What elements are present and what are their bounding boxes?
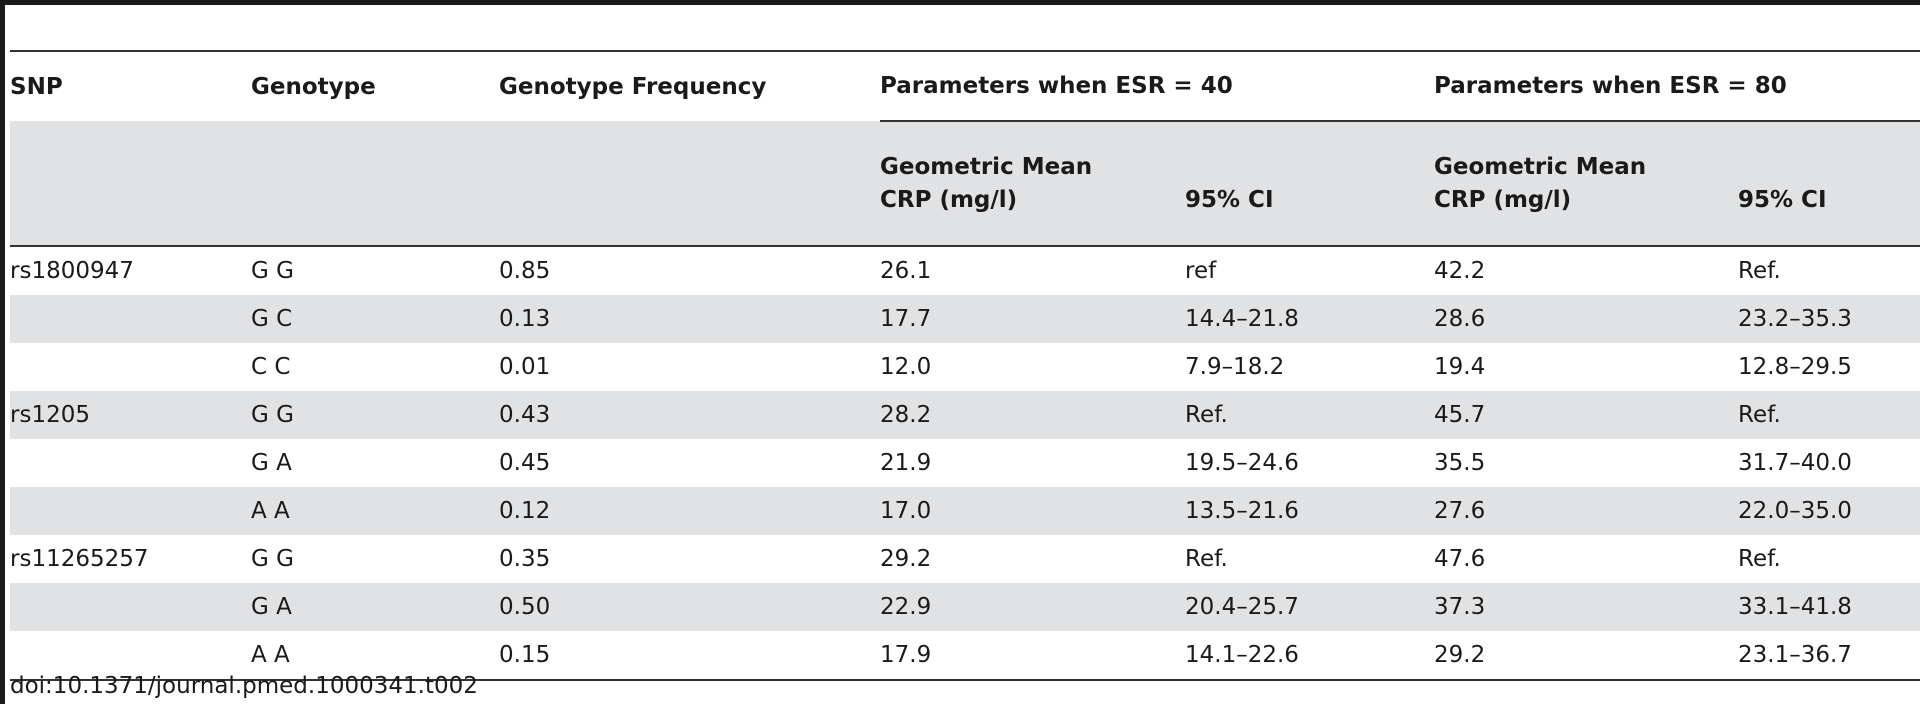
cell-snp: rs11265257 xyxy=(10,546,149,572)
left-border-rule xyxy=(0,0,5,704)
cell-frequency: 0.50 xyxy=(499,583,880,631)
cell-gm-esr80: 27.6 xyxy=(1434,487,1738,535)
cell-genotype: G A xyxy=(251,450,292,476)
cell-gm-esr40: 22.9 xyxy=(880,583,1185,631)
cell-ci-esr40: 20.4–25.7 xyxy=(1185,583,1434,631)
header-ci-esr40: 95% CI xyxy=(1185,121,1434,247)
cell-gm-esr40: 26.1 xyxy=(880,258,932,284)
header-blank-2 xyxy=(251,121,499,247)
cell-genotype: G G xyxy=(251,546,294,572)
cell-ci-esr80: Ref. xyxy=(1738,391,1920,439)
cell-gm-esr80: 47.6 xyxy=(1434,546,1486,572)
cell-ci-esr80: 22.0–35.0 xyxy=(1738,487,1920,535)
header-row-main: SNP Genotype Genotype Frequency Paramete… xyxy=(10,50,1920,122)
cell-genotype: G C xyxy=(251,295,499,343)
cell-ci-esr40: 19.5–24.6 xyxy=(1185,450,1299,476)
cell-genotype: G G xyxy=(251,258,294,284)
cell-frequency: 0.01 xyxy=(499,354,551,380)
header-group-esr80: Parameters when ESR = 80 xyxy=(1434,50,1920,122)
header-genotype: Genotype xyxy=(251,50,499,121)
cell-gm-esr40: 17.0 xyxy=(880,487,1185,535)
cell-gm-esr80: 19.4 xyxy=(1434,354,1486,380)
table-row: C C 0.01 12.0 7.9–18.2 19.4 12.8–29.5 xyxy=(10,343,1920,391)
cell-gm-esr40: 28.2 xyxy=(880,391,1185,439)
table-row: G C 0.13 17.7 14.4–21.8 28.6 23.2–35.3 xyxy=(10,295,1920,343)
cell-snp xyxy=(10,343,251,391)
table-row: rs1800947 G G 0.85 26.1 ref 42.2 Ref. xyxy=(10,246,1920,295)
cell-snp xyxy=(10,487,251,535)
top-border-rule xyxy=(0,0,1920,5)
cell-genotype: A A xyxy=(251,487,499,535)
table-row: A A 0.15 17.9 14.1–22.6 29.2 23.1–36.7 xyxy=(10,631,1920,681)
cell-frequency: 0.43 xyxy=(499,391,880,439)
doi-caption: doi:10.1371/journal.pmed.1000341.t002 xyxy=(10,673,478,699)
cell-snp xyxy=(10,583,251,631)
header-group-esr40: Parameters when ESR = 40 xyxy=(880,50,1434,122)
header-genotype-frequency: Genotype Frequency xyxy=(499,50,880,121)
cell-genotype: C C xyxy=(251,354,291,380)
cell-gm-esr40: 17.9 xyxy=(880,631,1185,681)
cell-ci-esr40: ref xyxy=(1185,258,1217,284)
genotype-crp-table: SNP Genotype Genotype Frequency Paramete… xyxy=(10,50,1920,681)
cell-gm-esr80: 29.2 xyxy=(1434,631,1738,681)
header-geometric-mean-esr80: Geometric Mean CRP (mg/l) xyxy=(1434,121,1738,247)
cell-genotype: G A xyxy=(251,583,499,631)
cell-ci-esr40: 13.5–21.6 xyxy=(1185,487,1434,535)
cell-genotype: G G xyxy=(251,391,499,439)
cell-gm-esr40: 29.2 xyxy=(880,546,932,572)
cell-ci-esr40: 14.4–21.8 xyxy=(1185,295,1434,343)
cell-gm-esr80: 28.6 xyxy=(1434,295,1738,343)
cell-ci-esr80: 33.1–41.8 xyxy=(1738,583,1920,631)
cell-gm-esr40: 17.7 xyxy=(880,295,1185,343)
cell-frequency: 0.45 xyxy=(499,450,551,476)
cell-snp: rs1800947 xyxy=(10,258,134,284)
header-blank-1 xyxy=(10,121,251,247)
header-snp: SNP xyxy=(10,50,251,121)
cell-snp xyxy=(10,295,251,343)
cell-ci-esr40: 14.1–22.6 xyxy=(1185,631,1434,681)
cell-ci-esr40: Ref. xyxy=(1185,546,1228,572)
cell-gm-esr40: 12.0 xyxy=(880,354,932,380)
cell-frequency: 0.15 xyxy=(499,631,880,681)
table-row: G A 0.45 21.9 19.5–24.6 35.5 31.7–40.0 xyxy=(10,439,1920,487)
table-row: G A 0.50 22.9 20.4–25.7 37.3 33.1–41.8 xyxy=(10,583,1920,631)
data-table: SNP Genotype Genotype Frequency Paramete… xyxy=(10,50,1920,681)
cell-ci-esr80: 31.7–40.0 xyxy=(1738,450,1852,476)
header-blank-3 xyxy=(499,121,880,247)
cell-frequency: 0.85 xyxy=(499,258,551,284)
cell-snp: rs1205 xyxy=(10,391,251,439)
cell-snp xyxy=(10,631,251,681)
cell-gm-esr80: 37.3 xyxy=(1434,583,1738,631)
cell-frequency: 0.35 xyxy=(499,546,551,572)
header-geometric-mean-esr40: Geometric Mean CRP (mg/l) xyxy=(880,121,1185,247)
cell-ci-esr80: 23.2–35.3 xyxy=(1738,295,1920,343)
cell-gm-esr40: 21.9 xyxy=(880,450,932,476)
cell-ci-esr40: Ref. xyxy=(1185,391,1434,439)
cell-gm-esr80: 35.5 xyxy=(1434,450,1486,476)
cell-frequency: 0.13 xyxy=(499,295,880,343)
cell-ci-esr40: 7.9–18.2 xyxy=(1185,354,1285,380)
header-row-sub: Geometric Mean CRP (mg/l) 95% CI Geometr… xyxy=(10,121,1920,247)
cell-gm-esr80: 42.2 xyxy=(1434,258,1486,284)
cell-ci-esr80: Ref. xyxy=(1738,546,1781,572)
table-row: rs1205 G G 0.43 28.2 Ref. 45.7 Ref. xyxy=(10,391,1920,439)
cell-genotype: A A xyxy=(251,631,499,681)
cell-ci-esr80: 12.8–29.5 xyxy=(1738,354,1852,380)
table-row: rs11265257 G G 0.35 29.2 Ref. 47.6 Ref. xyxy=(10,535,1920,583)
cell-frequency: 0.12 xyxy=(499,487,880,535)
cell-gm-esr80: 45.7 xyxy=(1434,391,1738,439)
table-row: A A 0.12 17.0 13.5–21.6 27.6 22.0–35.0 xyxy=(10,487,1920,535)
cell-ci-esr80: Ref. xyxy=(1738,258,1781,284)
cell-snp xyxy=(10,439,251,487)
cell-ci-esr80: 23.1–36.7 xyxy=(1738,631,1920,681)
header-ci-esr80: 95% CI xyxy=(1738,121,1920,247)
